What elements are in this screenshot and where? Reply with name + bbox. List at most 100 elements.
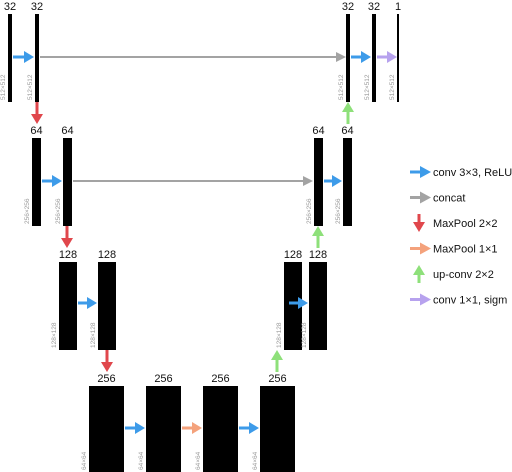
size-label: 128×128 [276,322,283,348]
size-label: 512×512 [364,74,371,100]
block-rect [146,386,181,472]
conv-arrow-d1 [351,51,371,63]
block-rect [63,138,72,226]
conv-arrow-b1 [125,422,145,434]
feature-map-block-e1b: 32 512×512 [27,1,43,102]
feature-map-block-d2a: 64 256×256 [306,125,325,226]
feature-map-block-b3: 256 64×64 [195,373,238,472]
conv-arrow-b3 [239,422,259,434]
legend-swatch-head [420,191,431,204]
conv-arrow-d2 [324,175,342,187]
feature-map-block-e2b: 64 256×256 [55,125,74,226]
conv1x1-arrow-out [377,51,397,63]
legend-item-conv1x1: conv 1×1, sigm [410,293,507,307]
channel-label: 64 [30,125,42,137]
block-rect [309,262,327,350]
feature-map-block-e1a: 32 512×512 [0,1,16,102]
size-label: 128×128 [90,322,97,348]
feature-map-block-out: 1 512×512 [389,1,401,102]
legend-swatch-head [420,166,431,178]
size-label: 256×256 [24,198,31,224]
block-rect [314,138,323,226]
size-label: 64×64 [252,451,259,470]
feature-map-block-e3b: 128 128×128 [90,249,116,350]
maxpool1x1-arrow-b2 [182,422,202,434]
channel-label: 1 [395,1,401,13]
conv-arrow-d3 [289,297,308,309]
channel-label: 32 [31,1,43,13]
upconv-arrow-2 [312,226,324,248]
conv-arrow-e1 [13,51,34,63]
legend-label: MaxPool 1×1 [433,244,498,256]
feature-map-block-b2: 256 64×64 [138,373,181,472]
legend-swatch-head [420,242,431,255]
legend-label: conv 3×3, ReLU [433,167,512,179]
channel-label: 256 [154,373,172,385]
block-rect [59,262,77,350]
size-label: 512×512 [389,74,396,100]
size-label: 512×512 [338,74,345,100]
channel-label: 256 [211,373,229,385]
feature-map-block-d1a: 32 512×512 [338,1,354,102]
size-label: 512×512 [27,74,34,100]
maxpool-arrow-3 [101,350,113,372]
legend-item-upconv: up-conv 2×2 [413,265,494,283]
channel-label: 256 [97,373,115,385]
size-label: 128×128 [51,322,58,348]
size-label: 256×256 [335,198,342,224]
concat-arrow-level2 [73,176,313,186]
size-label: 256×256 [55,198,62,224]
block-rect [98,262,116,350]
upconv-arrow-3 [271,350,283,372]
legend-label: up-conv 2×2 [433,269,494,281]
block-rect [397,14,399,102]
channel-label: 64 [341,125,353,137]
channel-label: 128 [59,249,77,261]
legend-swatch-head [413,265,425,275]
block-rect [89,386,124,472]
size-label: 64×64 [81,451,88,470]
block-rect [346,14,350,102]
legend-label: concat [433,193,465,205]
size-label: 64×64 [138,451,145,470]
block-rect [260,386,295,472]
legend-label: conv 1×1, sigm [433,295,507,307]
size-label: 256×256 [306,198,313,224]
channel-label: 64 [312,125,324,137]
legend-item-maxpool1x1: MaxPool 1×1 [410,242,498,256]
legend-item-maxpool: MaxPool 2×2 [413,214,498,232]
feature-map-block-d1b: 32 512×512 [364,1,380,102]
legend-swatch-head [420,293,431,306]
feature-map-block-e2a: 64 256×256 [24,125,43,226]
channel-label: 32 [4,1,16,13]
size-label: 512×512 [0,74,7,100]
legend-item-concat: concat [410,191,465,205]
size-label: 64×64 [195,451,202,470]
block-rect [343,138,352,226]
channel-label: 256 [268,373,286,385]
feature-map-block-b1: 256 64×64 [81,373,124,472]
upconv-arrow-1 [342,102,354,124]
block-rect [8,14,12,102]
block-rect [32,138,41,226]
legend-label: MaxPool 2×2 [433,218,498,230]
block-rect [203,386,238,472]
legend-swatch-head [413,222,425,232]
channel-label: 128 [284,249,302,261]
block-rect [372,14,376,102]
feature-map-block-d3a: 128 128×128 [276,249,302,350]
channel-label: 128 [309,249,327,261]
channel-label: 32 [342,1,354,13]
block-rect [35,14,39,102]
feature-map-block-e3a: 128 128×128 [51,249,77,350]
feature-map-block-b4: 256 64×64 [252,373,295,472]
size-label: 128×128 [301,322,308,348]
conv-arrow-e2 [42,175,62,187]
channel-label: 32 [368,1,380,13]
concat-arrow-level1 [40,52,346,62]
conv-arrow-e3 [78,297,97,309]
legend-item-conv: conv 3×3, ReLU [410,166,512,179]
channel-label: 64 [61,125,73,137]
block-rect [284,262,302,350]
